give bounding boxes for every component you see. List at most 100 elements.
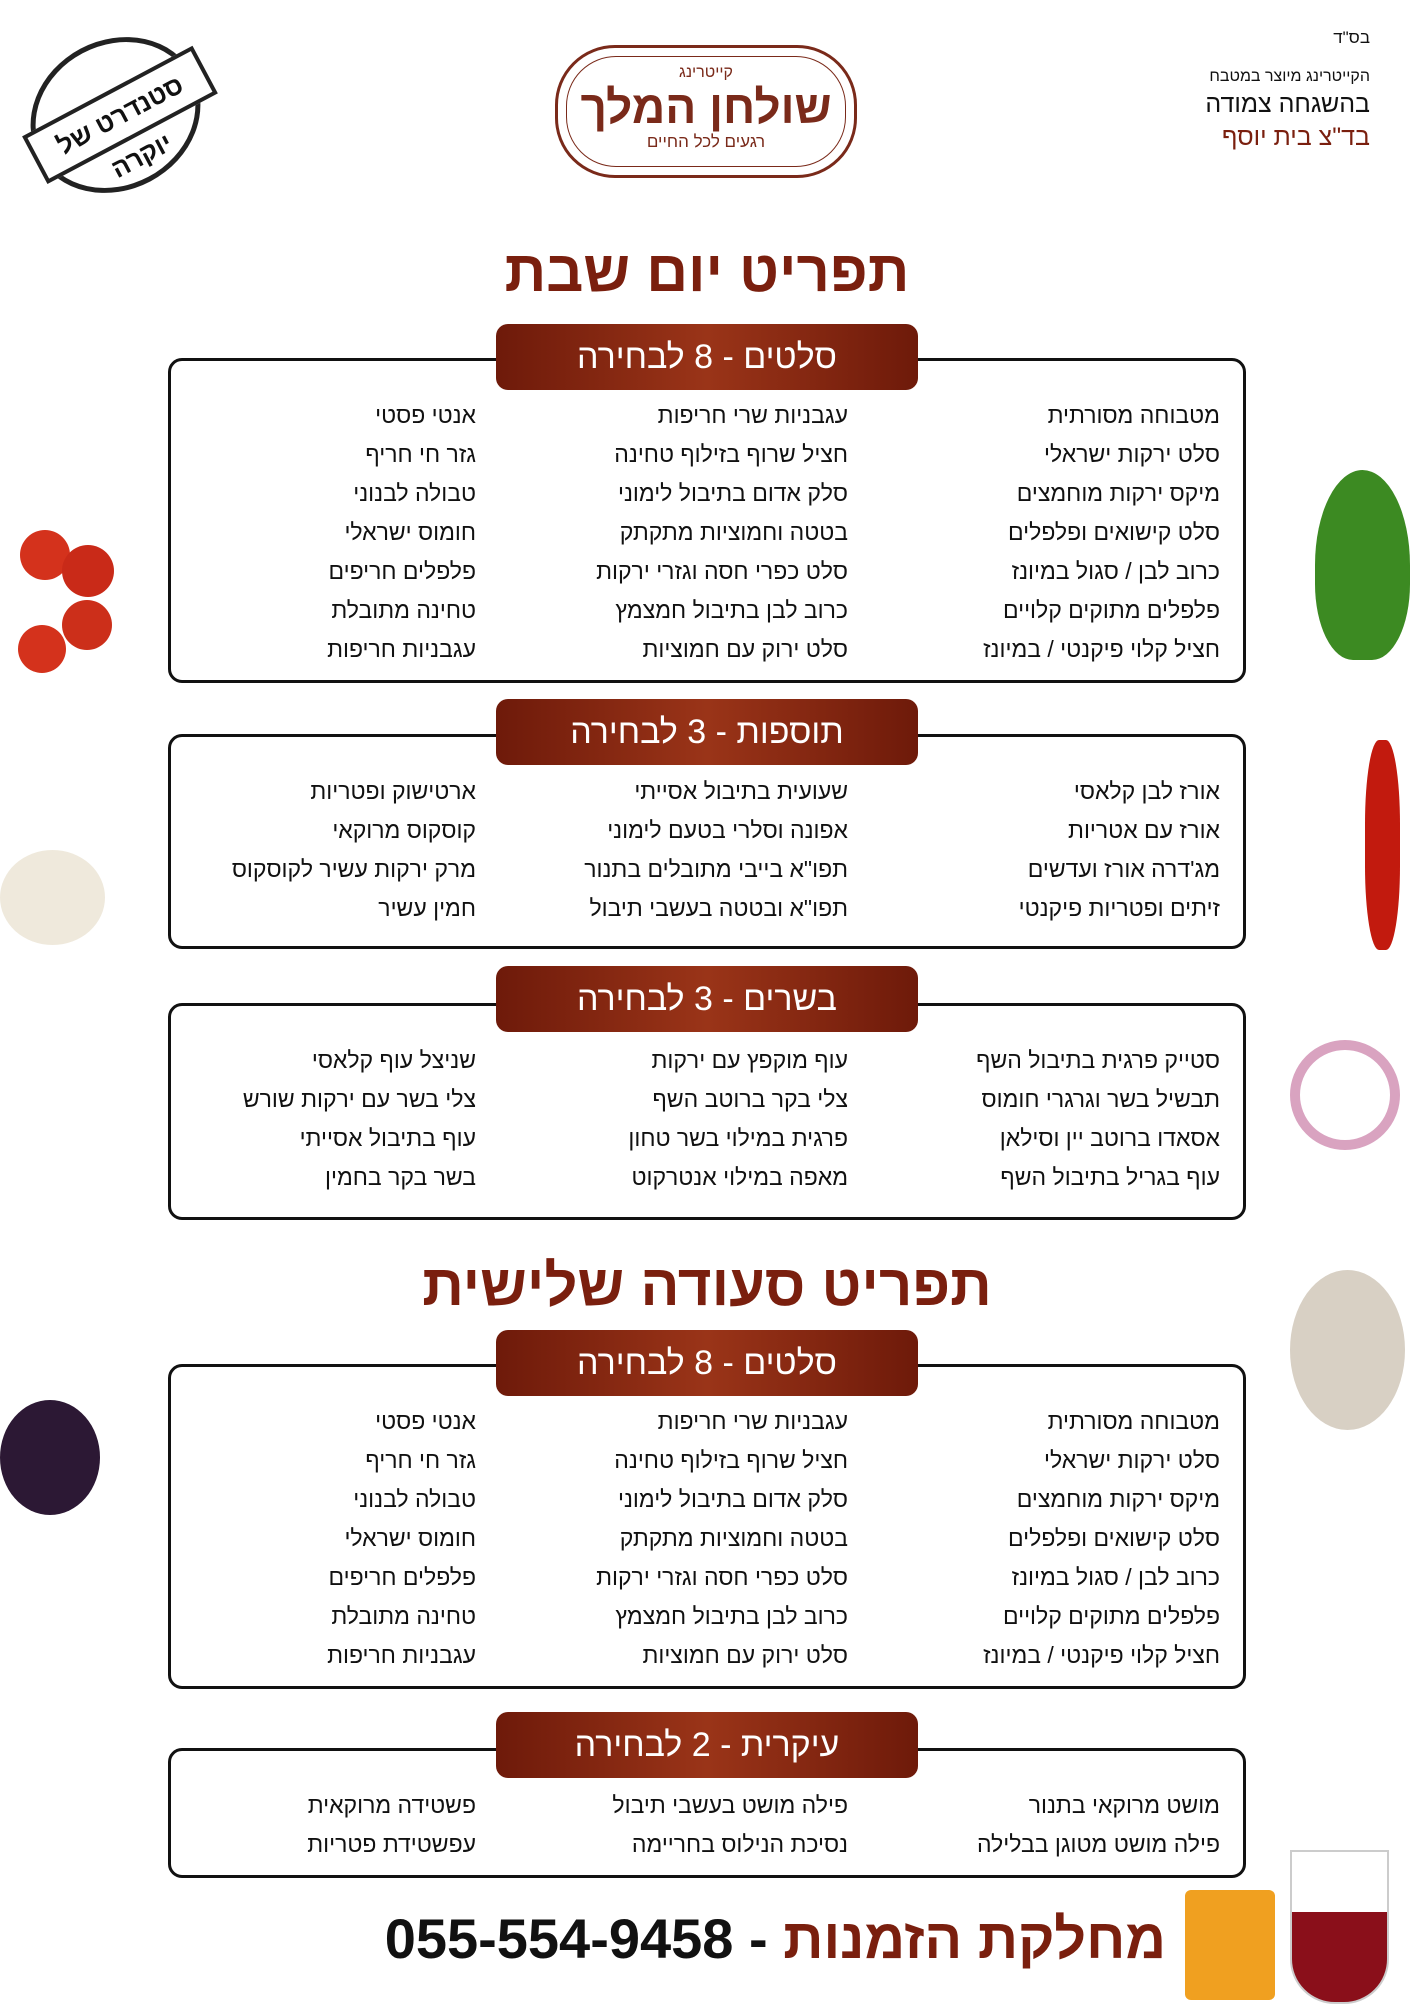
orders-line: מחלקת הזמנות - 055-554-9458 <box>385 1906 1166 1971</box>
menu-column: מושט מרוקאי בתנור פילה מושט מטוגן בבלילה <box>977 1786 1220 1864</box>
menu-item: טבולה לבנוני <box>353 1486 476 1512</box>
menu-column: עגבניות שרי חריפות חציל שרוף בזילוף טחינה… <box>596 396 848 669</box>
menu-item: חמין עשיר <box>378 895 476 921</box>
menu-item: מרק ירקות עשיר לקוסקוס <box>231 856 476 882</box>
eggplant-icon <box>0 1400 100 1515</box>
menu-item: תפו"א ובטטה בעשבי תיבול <box>589 895 848 921</box>
menu-item: טחינה מתובלת <box>331 1603 476 1629</box>
menu-item: חציל שרוף בזילוף טחינה <box>614 1447 848 1473</box>
menu-item: סלק אדום בתיבול לימוני <box>617 480 848 506</box>
kitchen-line: הקייטרינג מיוצר במטבח <box>1209 68 1370 85</box>
section-header: סלטים - 8 לבחירה <box>496 324 918 390</box>
menu-column: עגבניות שרי חריפות חציל שרוף בזילוף טחינה… <box>596 1402 848 1675</box>
menu-column: מטבוחה מסורתית סלט ירקות ישראלי מיקס ירקות… <box>983 1402 1220 1675</box>
stamp-text: סטנדרט של יוקרה <box>22 45 218 185</box>
menu-item: צלי בשר עם ירקות שורש <box>242 1086 476 1112</box>
menu-item: מיקס ירקות מוחמצים <box>1016 480 1220 506</box>
beer-glasses-icon <box>1185 1890 1275 2000</box>
menu-item: סלט קישואים ופלפלים <box>1008 1525 1220 1551</box>
menu-item: טבולה לבנוני <box>353 480 476 506</box>
menu-item: פלפלים מתוקים קלויים <box>1002 1603 1220 1629</box>
mushroom-icon <box>1290 1270 1405 1430</box>
menu-item: עגבניות חריפות <box>327 1642 476 1668</box>
menu-item: פילה מושט בעשבי תיבול <box>612 1792 848 1818</box>
menu-item: חציל קלוי פיקנטי / במיונז <box>983 636 1220 662</box>
badatz-line: בד"צ בית יוסף <box>1221 123 1370 151</box>
menu-item: טחינה מתובלת <box>331 597 476 623</box>
menu-item: מאפה במילוי אנטרקוט <box>631 1164 848 1190</box>
bsd-text: בס"ד <box>1333 28 1370 47</box>
logo-name: שולחן המלך <box>580 81 832 133</box>
menu-item: אסאדו ברוטב יין וסילאן <box>999 1125 1220 1151</box>
menu-item: עוף מוקפץ עם ירקות <box>651 1047 849 1073</box>
menu-item: סלט ירקות ישראלי <box>1044 441 1220 467</box>
menu-item: עפשטידת פטריות <box>307 1831 476 1857</box>
menu-column: שעועית בתיבול אסייתי אפונה וסלרי בטעם לימ… <box>584 772 848 928</box>
menu-column: אנטי פסטי גזר חי חריף טבולה לבנוני חומוס יש… <box>327 1402 476 1675</box>
menu-item: אפונה וסלרי בטעם לימוני <box>607 817 848 843</box>
separator: - <box>733 1907 784 1970</box>
menu-item: מטבוחה מסורתית <box>1047 402 1220 428</box>
menu-item: שעועית בתיבול אסייתי <box>634 778 848 804</box>
menu-item: סלט כפרי חסה וגזרי ירקות <box>596 558 848 584</box>
menu-item: סלט ירוק עם חמוציות <box>642 1642 848 1668</box>
luxury-stamp: סטנדרט של יוקרה <box>3 7 228 223</box>
section-header: בשרים - 3 לבחירה <box>496 966 918 1032</box>
tomato-icon <box>62 545 114 597</box>
section-header: תוספות - 3 לבחירה <box>496 699 918 765</box>
menu-item: צלי בקר ברוטב השף <box>652 1086 849 1112</box>
garlic-icon <box>0 850 105 945</box>
menu-item: אנטי פסטי <box>375 402 476 428</box>
menu-item: אורז עם אטריות <box>1068 817 1220 843</box>
menu-item: כרוב לבן / סגול במיונז <box>1011 558 1220 584</box>
menu-item: עגבניות שרי חריפות <box>657 402 848 428</box>
menu-column: ארטישוק ופטריות קוסקוס מרוקאי מרק ירקות עש… <box>232 772 476 928</box>
menu-item: גזר חי חריף <box>365 1447 476 1473</box>
menu-item: גזר חי חריף <box>365 441 476 467</box>
menu-item: עוף בתיבול אסייתי <box>299 1125 476 1151</box>
supervision-line: בהשגחה צמודה <box>1205 90 1370 118</box>
menu-item: נסיכת הנילוס בחריימה <box>631 1831 848 1857</box>
menu-column: סטייק פרגית בתיבול השף תבשיל בשר וגרגרי ח… <box>976 1041 1220 1197</box>
menu-item: עגבניות חריפות <box>327 636 476 662</box>
menu-item: מושט מרוקאי בתנור <box>1028 1792 1220 1818</box>
onion-icon <box>1290 1040 1400 1150</box>
menu-item: סטייק פרגית בתיבול השף <box>976 1047 1220 1073</box>
menu-item: סלק אדום בתיבול לימוני <box>617 1486 848 1512</box>
menu-item: פלפלים מתוקים קלויים <box>1002 597 1220 623</box>
menu-item: פשטידה מרוקאית <box>307 1792 476 1818</box>
menu-column: מטבוחה מסורתית סלט ירקות ישראלי מיקס ירקות… <box>983 396 1220 669</box>
tomato-icon <box>62 600 112 650</box>
menu-item: בטטה וחמוציות מתקתק <box>619 519 848 545</box>
menu-item: סלט ירקות ישראלי <box>1044 1447 1220 1473</box>
menu-item: זיתים ופטריות פיקנטי <box>1018 895 1220 921</box>
menu-column: עוף מוקפץ עם ירקות צלי בקר ברוטב השף פרגית… <box>628 1041 848 1197</box>
menu-item: ארטישוק ופטריות <box>310 778 476 804</box>
phone-number[interactable]: 055-554-9458 <box>384 1907 734 1970</box>
wine-glass-icon <box>1290 1850 1389 2004</box>
menu-item: פלפלים חריפים <box>328 558 476 584</box>
tomato-icon <box>20 530 70 580</box>
shabbat-menu-title: תפריט יום שבת <box>504 239 910 304</box>
menu-item: כרוב לבן / סגול במיונז <box>1011 1564 1220 1590</box>
tomato-icon <box>18 625 66 673</box>
menu-item: פרגית במילוי בשר טחון <box>628 1125 848 1151</box>
menu-item: עגבניות שרי חריפות <box>657 1408 848 1434</box>
menu-item: אנטי פסטי <box>375 1408 476 1434</box>
menu-item: כרוב לבן בתיבול חמצמץ <box>615 597 848 623</box>
menu-column: שניצל עוף קלאסי צלי בשר עם ירקות שורש עוף … <box>243 1041 476 1197</box>
chili-icon <box>1365 740 1400 950</box>
menu-item: פילה מושט מטוגן בבלילה <box>976 1831 1220 1857</box>
kashrut-info: הקייטרינג מיוצר במטבח בהשגחה צמודה בד"צ … <box>1205 68 1370 152</box>
menu-item: סלט ירוק עם חמוציות <box>642 636 848 662</box>
menu-item: תבשיל בשר וגרגרי חומוס <box>981 1086 1220 1112</box>
logo-top: קייטרינג <box>679 64 733 81</box>
logo-slogan: רגעים לכל החיים <box>646 132 766 151</box>
menu-item: חומוס ישראלי <box>344 519 476 545</box>
menu-column: פילה מושט בעשבי תיבול נסיכת הנילוס בחריימ… <box>612 1786 848 1864</box>
seuda-menu-title: תפריט סעודה שלישית <box>422 1253 992 1318</box>
menu-item: קוסקוס מרוקאי <box>332 817 476 843</box>
menu-item: חציל קלוי פיקנטי / במיונז <box>983 1642 1220 1668</box>
menu-item: סלט כפרי חסה וגזרי ירקות <box>596 1564 848 1590</box>
menu-item: אורז לבן קלאסי <box>1073 778 1220 804</box>
